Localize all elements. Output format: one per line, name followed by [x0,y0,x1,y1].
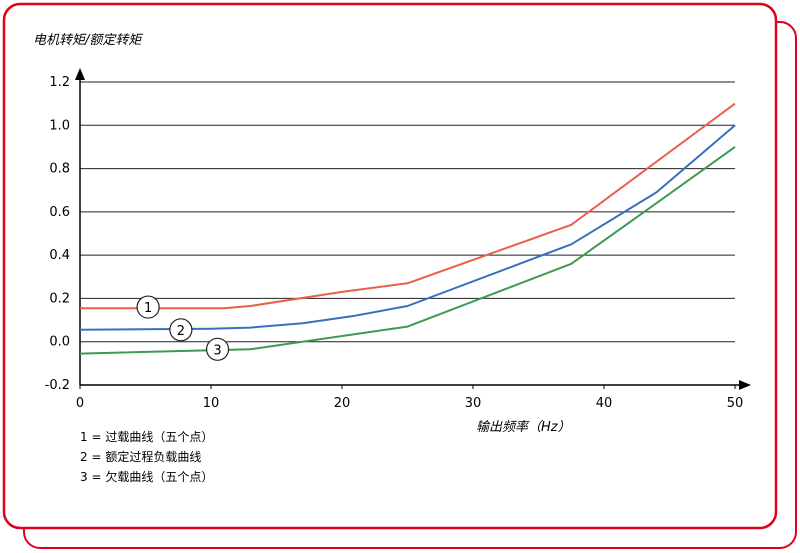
marker-label: 3 [213,343,221,358]
series-line-1 [80,102,736,310]
x-axis-title: 输出频率（Hz） [476,419,571,435]
y-tick-label: 1.2 [49,75,70,90]
y-tick-label: 0.4 [49,248,70,263]
legend-entry-2: 2 = 额定过程负载曲线 [80,449,201,464]
y-tick-label: 0.2 [49,291,70,306]
x-tick-label: 50 [727,396,744,411]
y-tick-label: 0.6 [49,205,70,220]
axes [75,68,751,390]
y-tick-label: 0.0 [49,335,70,350]
x-tick-label: 30 [465,396,482,411]
series-marker-3: 3 [205,337,230,361]
series-marker-2: 2 [169,318,193,342]
x-tick-label: 10 [203,396,220,411]
frame-main [2,2,778,530]
y-tick-label: 1.0 [49,118,70,133]
marker-circle [205,337,230,361]
marker-circle [136,295,160,319]
series-markers: 1 2 3 [136,295,230,361]
legend-entry-3: 3 = 欠载曲线（五个点） [80,469,213,484]
marker-label: 2 [177,324,185,339]
x-tick-label: 40 [596,396,613,411]
x-axis-arrow [739,380,751,390]
x-tick-label: 20 [334,396,351,411]
legend: 1 = 过载曲线（五个点） 2 = 额定过程负载曲线 3 = 欠载曲线（五个点） [80,430,213,484]
x-tick-label: 0 [76,396,84,411]
legend-entry-1: 1 = 过载曲线（五个点） [80,430,213,444]
y-tick-label: -0.2 [45,378,70,393]
y-axis-title: 电机转矩/额定转矩 [33,32,143,48]
y-tick-label: 0.8 [49,162,70,177]
y-axis-arrow [75,68,85,80]
series-marker-1: 1 [136,295,160,319]
series-line-2 [79,124,736,331]
tick-labels: 1.2 1.0 0.8 0.6 0.4 0.2 0.0 -0.2 0 10 20 30 40 50 [45,75,744,411]
marker-circle [169,318,193,342]
marker-label: 1 [144,301,152,316]
